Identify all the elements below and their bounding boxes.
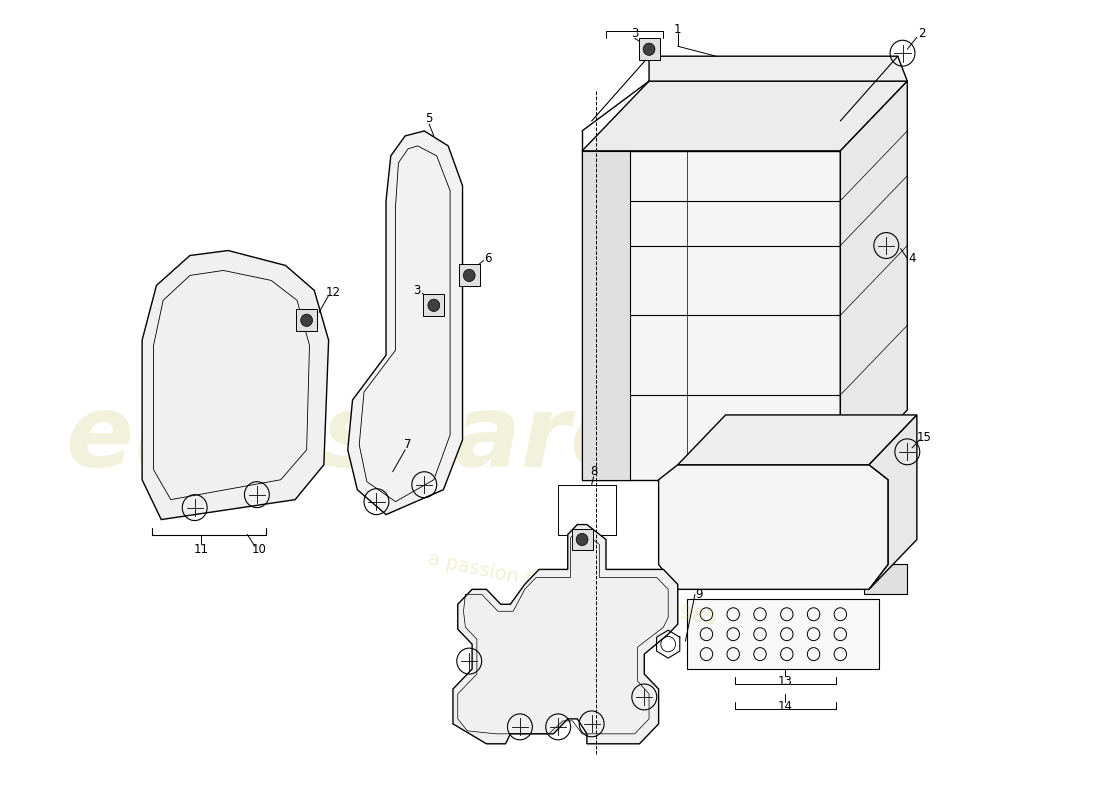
Bar [584,249,600,273]
Bar [584,368,600,392]
Polygon shape [142,250,329,519]
Text: 10: 10 [252,543,266,556]
Polygon shape [582,81,907,151]
Polygon shape [453,525,678,744]
Bar [688,599,879,669]
Text: 1: 1 [674,22,682,36]
Text: a passion for parts since 1985: a passion for parts since 1985 [427,550,718,630]
Bar [558,485,616,534]
Bar [584,189,600,213]
Bar [296,310,317,331]
Text: 13: 13 [778,674,792,687]
Bar [459,265,480,286]
Polygon shape [840,81,907,480]
Circle shape [463,270,475,282]
Polygon shape [659,465,888,590]
Polygon shape [869,415,917,590]
Circle shape [300,314,312,326]
Text: 14: 14 [778,701,792,714]
Text: eurospares: eurospares [65,391,697,488]
Text: 5: 5 [426,113,432,126]
Polygon shape [582,151,630,480]
Text: 4: 4 [909,252,916,265]
Text: 3: 3 [412,284,420,297]
Text: 8: 8 [590,466,597,478]
Text: 3: 3 [631,26,638,40]
Polygon shape [678,415,917,465]
Text: 12: 12 [326,286,341,299]
Circle shape [644,43,654,55]
Bar [584,308,600,332]
Bar [424,294,444,316]
Polygon shape [348,131,462,514]
Bar [584,428,600,452]
Text: 11: 11 [194,543,209,556]
Text: 9: 9 [695,588,703,601]
Text: 2: 2 [917,26,925,40]
Bar [638,38,660,60]
Text: 15: 15 [917,431,932,444]
Circle shape [576,534,588,546]
Text: 7: 7 [405,438,411,451]
Bar [865,565,907,594]
Polygon shape [649,56,908,81]
Circle shape [428,299,440,311]
Text: 6: 6 [485,252,492,265]
Polygon shape [582,151,840,480]
Bar [572,529,593,550]
